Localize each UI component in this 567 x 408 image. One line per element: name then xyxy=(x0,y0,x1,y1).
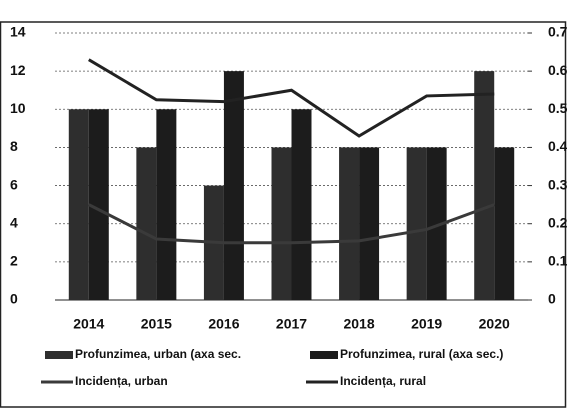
y-tick-label: 6 xyxy=(10,176,18,192)
y2-tick-label: 0 xyxy=(548,291,556,307)
legend-label: Profunzimea, urban (axa sec. xyxy=(75,347,241,361)
bar xyxy=(494,147,515,300)
y-tick-label: 14 xyxy=(10,24,26,40)
y-tick-label: 8 xyxy=(10,138,18,154)
legend-swatch xyxy=(310,351,338,359)
x-tick-label: 2017 xyxy=(276,316,307,332)
bar xyxy=(426,147,447,300)
y2-tick-label: 0.3 xyxy=(548,176,567,192)
y2-tick-label: 0.5 xyxy=(548,100,567,116)
x-tick-label: 2015 xyxy=(141,316,172,332)
bar xyxy=(359,147,380,300)
y-tick-label: 2 xyxy=(10,253,18,269)
bar xyxy=(271,147,292,300)
bar xyxy=(156,109,177,301)
bar xyxy=(136,147,157,300)
bar xyxy=(223,71,244,301)
x-tick-label: 2014 xyxy=(73,316,104,332)
bar xyxy=(474,71,495,301)
bar xyxy=(339,147,360,300)
y2-tick-label: 0.1 xyxy=(548,253,567,269)
bar xyxy=(291,109,312,301)
y-tick-label: 4 xyxy=(10,214,18,230)
legend-label: Incidența, rural xyxy=(340,374,426,388)
x-tick-label: 2019 xyxy=(411,316,442,332)
y-tick-label: 12 xyxy=(10,62,26,78)
y-tick-label: 0 xyxy=(10,291,18,307)
y2-tick-label: 0.4 xyxy=(548,138,567,154)
y-tick-label: 10 xyxy=(10,100,26,116)
x-tick-label: 2020 xyxy=(479,316,510,332)
x-tick-label: 2018 xyxy=(343,316,374,332)
y2-tick-label: 0.7 xyxy=(548,24,567,40)
bar xyxy=(406,147,427,300)
chart-border xyxy=(0,21,567,408)
y2-tick-label: 0.2 xyxy=(548,214,567,230)
y2-tick-label: 0.6 xyxy=(548,62,567,78)
legend-label: Profunzimea, rural (axa sec.) xyxy=(340,347,503,361)
line-series xyxy=(88,203,495,245)
line-series xyxy=(88,58,495,138)
x-tick-label: 2016 xyxy=(208,316,239,332)
bar xyxy=(68,109,89,301)
legend-label: Incidența, urban xyxy=(75,374,168,388)
legend-swatch xyxy=(45,351,73,359)
bar xyxy=(88,109,109,301)
